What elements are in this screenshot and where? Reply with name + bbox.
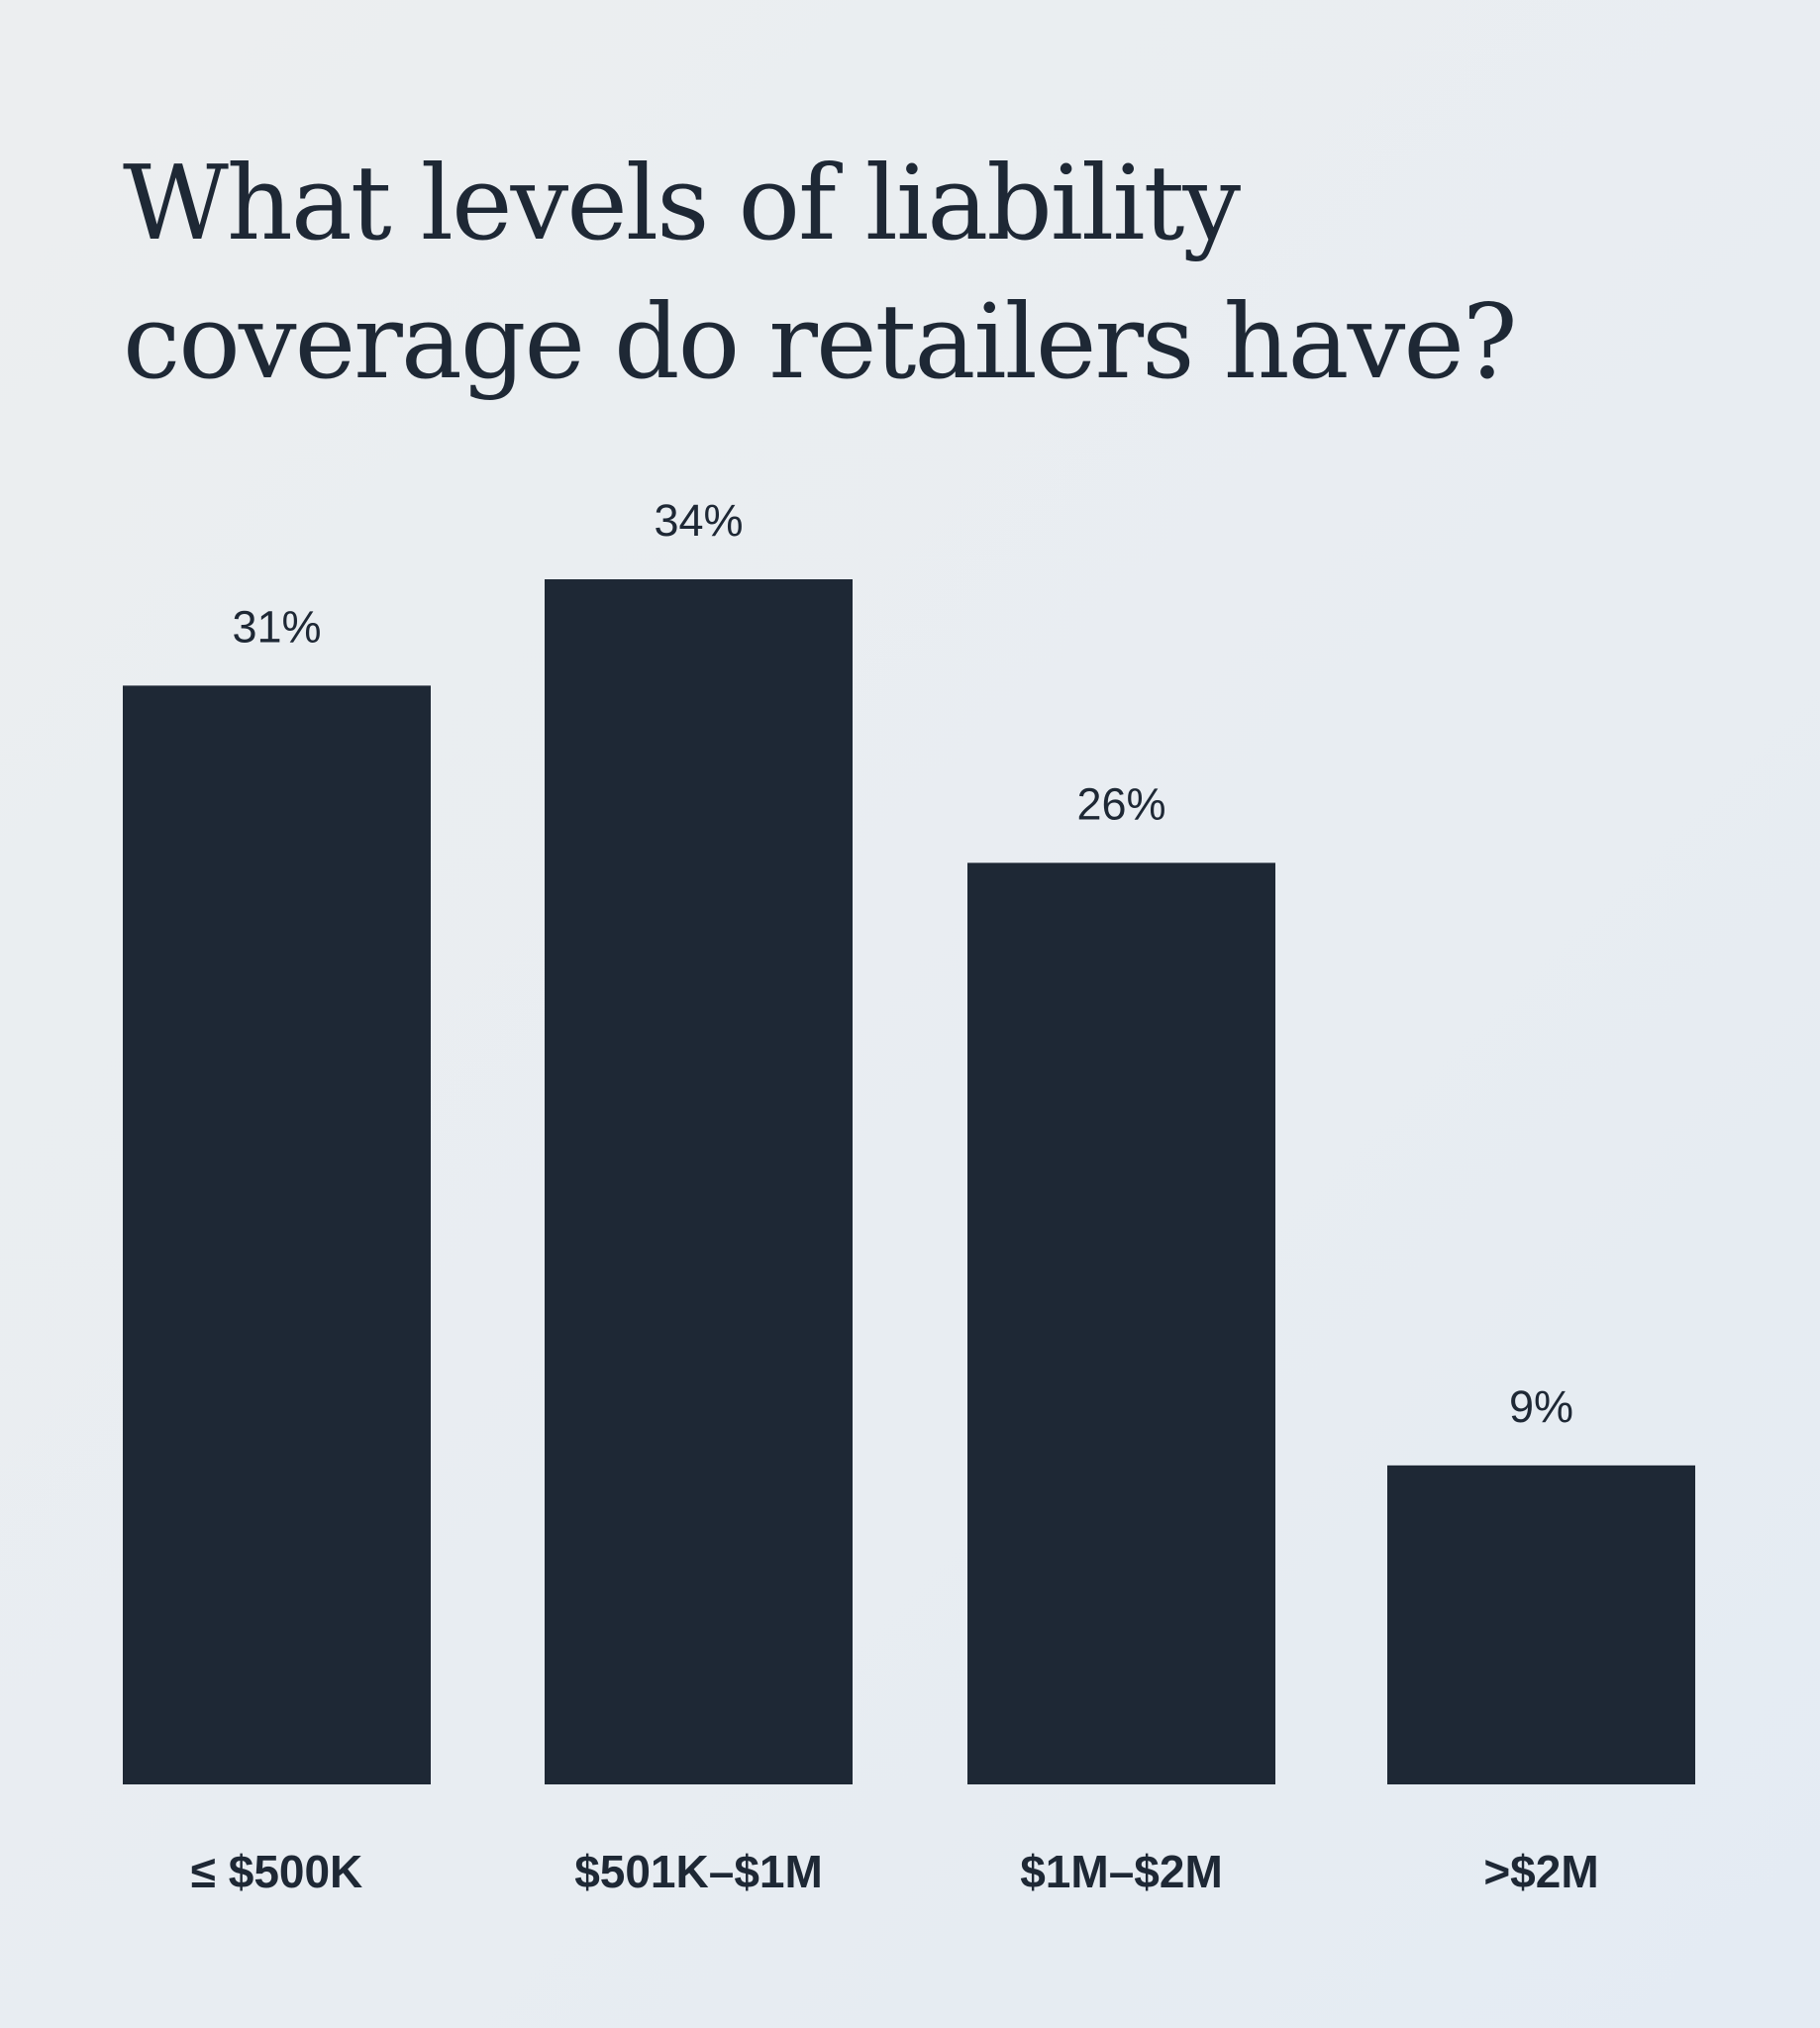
category-label: ≤ $500K: [191, 1846, 363, 1897]
chart-title: What levels of liability coverage do ret…: [123, 143, 1518, 402]
bar: [123, 685, 431, 1784]
category-label: $1M–$2M: [1020, 1846, 1223, 1897]
value-label: 26%: [1076, 778, 1165, 829]
value-label: 31%: [232, 601, 321, 652]
value-label: 34%: [654, 495, 743, 546]
value-label: 9%: [1509, 1381, 1573, 1432]
bar: [545, 579, 853, 1784]
bar: [1387, 1465, 1695, 1784]
category-label: $501K–$1M: [574, 1846, 823, 1897]
category-label: >$2M: [1483, 1846, 1598, 1897]
bar: [967, 862, 1275, 1784]
